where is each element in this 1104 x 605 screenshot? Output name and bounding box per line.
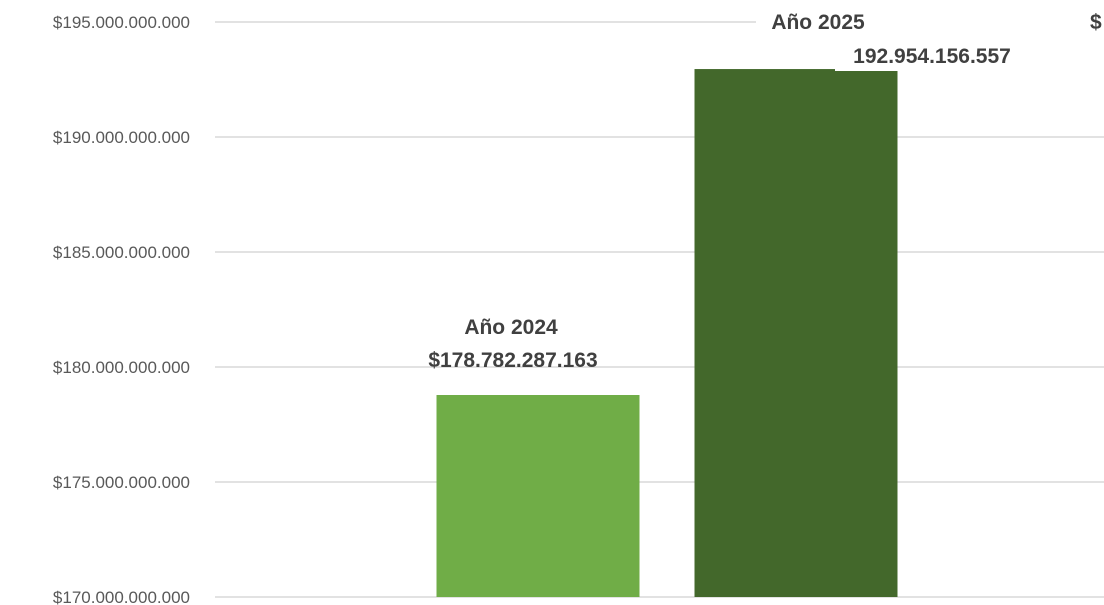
- y-axis-tick-labels: $195.000.000.000 $190.000.000.000 $185.000…: [53, 13, 190, 605]
- y-tick-label: $180.000.000.000: [53, 358, 190, 377]
- y-tick-label: $185.000.000.000: [53, 243, 190, 262]
- data-label-background: [756, 0, 1104, 46]
- data-label-value: $178.782.287.163: [428, 349, 597, 372]
- gridlines: [215, 21, 1104, 598]
- bars: [436, 69, 898, 598]
- y-tick-label: $175.000.000.000: [53, 473, 190, 492]
- data-label-category: Año 2024: [464, 316, 558, 339]
- bar-2: [694, 69, 898, 598]
- data-label-category: Año 2025: [771, 11, 865, 34]
- bar-1: [436, 395, 640, 597]
- y-tick-label: $190.000.000.000: [53, 128, 190, 147]
- data-label-value: 192.954.156.557: [853, 45, 1011, 68]
- data-label-background: [835, 44, 1035, 71]
- y-tick-label: $170.000.000.000: [53, 588, 190, 605]
- data-labels: Año 2024 $178.782.287.163 Año 2025 192.954.…: [428, 0, 1104, 372]
- y-tick-label: $195.000.000.000: [53, 13, 190, 32]
- data-label-clipped: $: [1090, 11, 1102, 34]
